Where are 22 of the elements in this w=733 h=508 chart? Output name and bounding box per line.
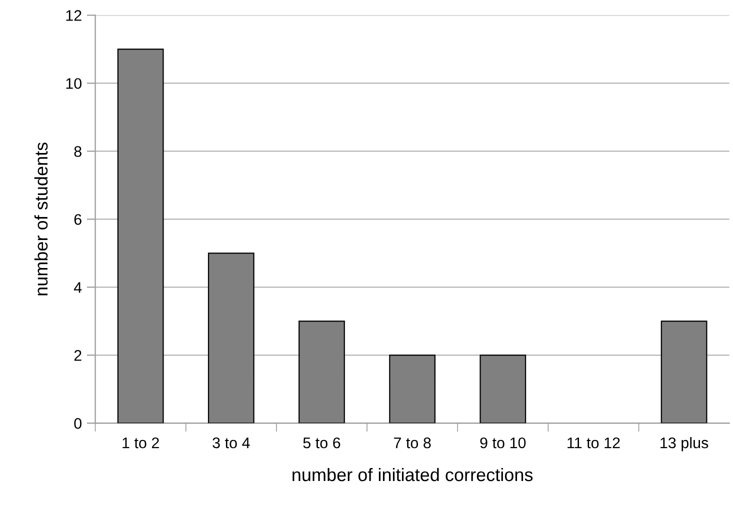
- y-tick-label: 10: [66, 78, 82, 89]
- bar: [298, 320, 345, 424]
- y-tick-label: 12: [66, 10, 82, 21]
- bar: [117, 48, 164, 424]
- x-tick-label: 9 to 10: [480, 437, 526, 448]
- x-tick-label: 7 to 8: [394, 437, 431, 448]
- y-tick-label: 8: [74, 146, 82, 157]
- bar: [389, 354, 436, 424]
- bar: [208, 252, 254, 424]
- y-tick-label: 2: [74, 350, 82, 361]
- bar: [480, 354, 526, 424]
- y-tick-label: 6: [74, 214, 82, 225]
- y-tick-label: 0: [74, 418, 82, 429]
- y-tick-label: 4: [74, 282, 82, 293]
- x-tick-label: 5 to 6: [303, 437, 340, 448]
- x-tick-label: 1 to 2: [122, 437, 159, 448]
- y-axis-title: number of students: [34, 142, 48, 296]
- x-tick-label: 11 to 12: [568, 437, 620, 448]
- bar: [660, 320, 708, 424]
- x-axis-title: number of initiated corrections: [292, 468, 533, 482]
- x-tick-label: 13 plus: [660, 437, 708, 452]
- x-tick-label: 3 to 4: [212, 437, 250, 448]
